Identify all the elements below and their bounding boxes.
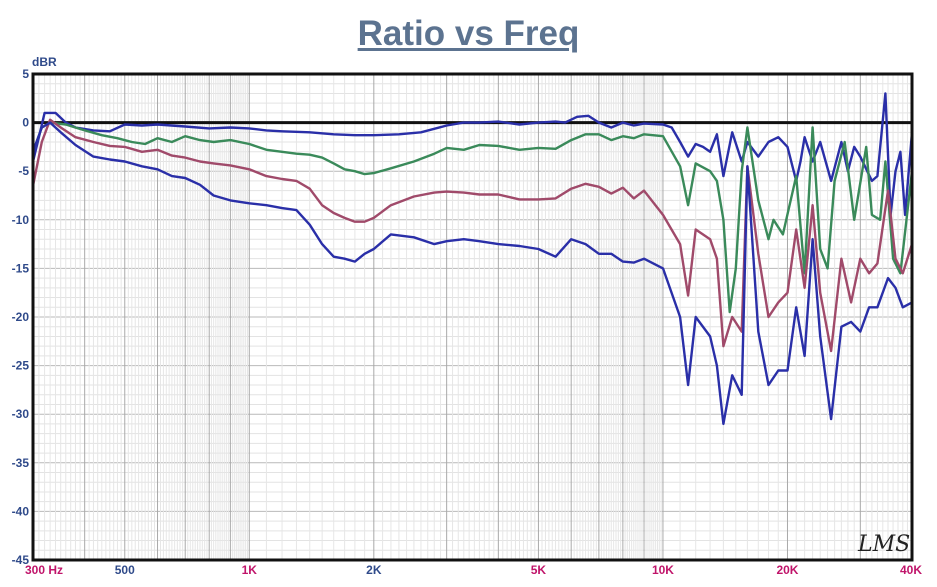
y-tick-label: -30 <box>12 407 30 421</box>
x-tick-label: 10K <box>652 563 674 577</box>
x-tick-label: 1K <box>242 563 258 577</box>
x-tick-label: 5K <box>531 563 547 577</box>
y-tick-label: -5 <box>18 164 29 178</box>
x-tick-label: 500 <box>115 563 135 577</box>
y-axis-unit-label: dBR <box>32 55 57 69</box>
series-line-3 <box>31 118 914 353</box>
y-tick-label: 5 <box>22 67 29 81</box>
y-tick-label: -15 <box>12 261 30 275</box>
plot-frame <box>31 72 914 562</box>
y-tick-label: -25 <box>12 359 30 373</box>
series-group <box>31 92 914 426</box>
chart-title: Ratio vs Freq <box>357 14 580 53</box>
y-tick-label: -35 <box>12 456 30 470</box>
x-tick-label: 40K <box>900 563 922 577</box>
y-tick-label: -45 <box>12 553 30 567</box>
x-tick-label: 2K <box>366 563 382 577</box>
y-tick-label: -10 <box>12 213 30 227</box>
y-tick-label: -20 <box>12 310 30 324</box>
series-line-2 <box>31 121 914 314</box>
x-tick-label: 300 Hz <box>25 563 63 577</box>
y-tick-label: 0 <box>22 116 29 130</box>
series-line-1 <box>31 92 914 217</box>
y-tick-labels: 5 0 -5 -10 -15 -20 -25 -30 -35 -40 -45 <box>12 67 30 567</box>
x-tick-labels: 300 Hz 500 1K 2K 5K 10K 20K 40K <box>25 563 922 577</box>
series-line-4 <box>31 121 913 426</box>
x-tick-label: 20K <box>776 563 798 577</box>
y-tick-label: -40 <box>12 504 30 518</box>
watermark-logo: LMS <box>857 532 910 557</box>
